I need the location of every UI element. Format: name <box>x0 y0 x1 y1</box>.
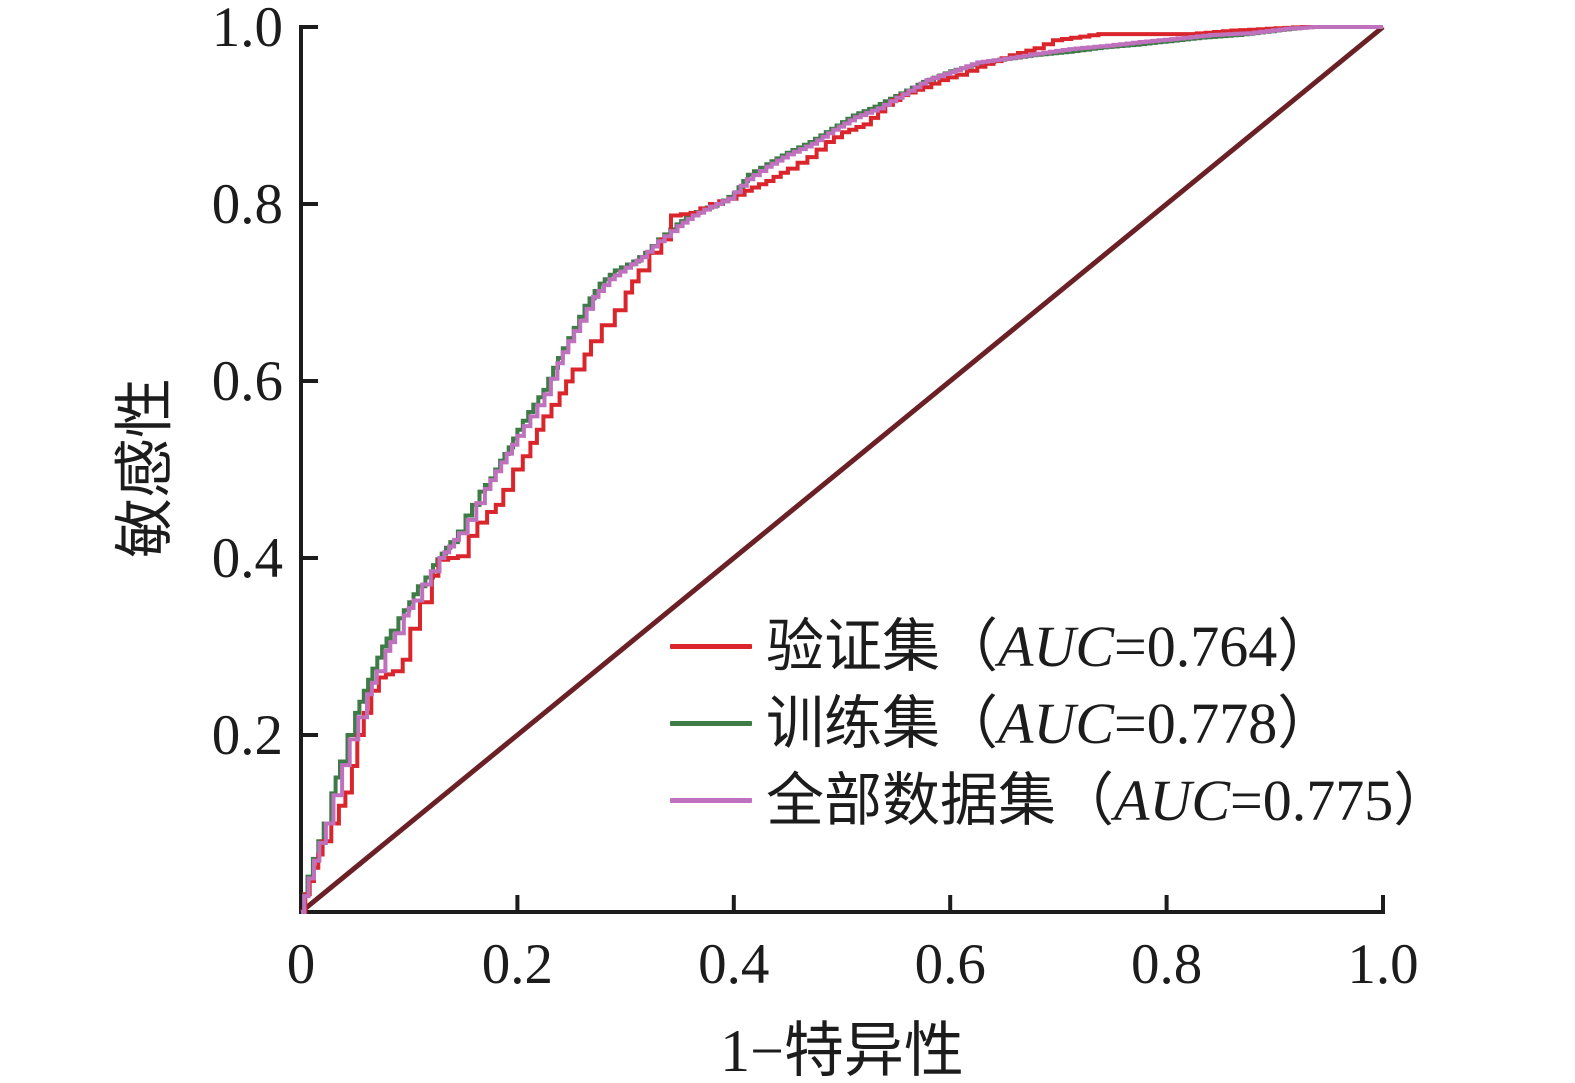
legend-label-training: 训练集（AUC=0.778） <box>766 694 1335 753</box>
legend-item: 全部数据集（AUC=0.775） <box>670 762 1451 839</box>
x-axis-title: 1−特异性 <box>720 1018 964 1083</box>
x-tick-label: 1.0 <box>1347 933 1418 996</box>
x-tick-label: 0.6 <box>915 933 986 996</box>
auc-label: AUC <box>998 613 1115 679</box>
open-paren: （ <box>940 690 999 756</box>
legend-series-name: 验证集 <box>766 613 941 679</box>
close-paren: ） <box>1277 690 1336 756</box>
auc-label: AUC <box>1114 767 1231 833</box>
auc-label: AUC <box>998 690 1115 756</box>
open-paren: （ <box>1056 767 1115 833</box>
legend-swatch-all-data <box>670 798 752 803</box>
x-tick-label: 0.4 <box>698 933 769 996</box>
auc-value: =0.778 <box>1114 690 1278 756</box>
close-paren: ） <box>1393 767 1452 833</box>
reference-diagonal-line <box>299 25 1385 914</box>
y-axis-title: 敏感性 <box>112 378 179 558</box>
y-tick-label: 0.2 <box>212 704 283 767</box>
close-paren: ） <box>1277 613 1336 679</box>
x-tick-label: 0 <box>287 933 316 996</box>
legend-series-name: 全部数据集 <box>766 767 1057 833</box>
legend-label-all-data: 全部数据集（AUC=0.775） <box>766 771 1451 830</box>
legend-swatch-training <box>670 721 752 726</box>
x-tick-label: 0.2 <box>482 933 553 996</box>
x-tick-label: 0.8 <box>1131 933 1202 996</box>
legend-item: 训练集（AUC=0.778） <box>670 685 1451 762</box>
legend-swatch-validation <box>670 644 752 649</box>
open-paren: （ <box>940 613 999 679</box>
legend-item: 验证集（AUC=0.764） <box>670 608 1451 685</box>
auc-value: =0.775 <box>1230 767 1394 833</box>
roc-curve-all-data <box>301 25 1383 914</box>
y-tick-label: 1.0 <box>212 0 283 59</box>
legend-label-validation: 验证集（AUC=0.764） <box>766 617 1335 676</box>
legend-series-name: 训练集 <box>766 690 941 756</box>
auc-value: =0.764 <box>1114 613 1278 679</box>
y-tick-label: 0.4 <box>212 527 283 590</box>
y-tick-label: 0.6 <box>212 350 283 413</box>
y-tick-label: 0.8 <box>212 173 283 236</box>
legend: 验证集（AUC=0.764） 训练集（AUC=0.778） 全部数据集（AUC=… <box>670 608 1451 839</box>
